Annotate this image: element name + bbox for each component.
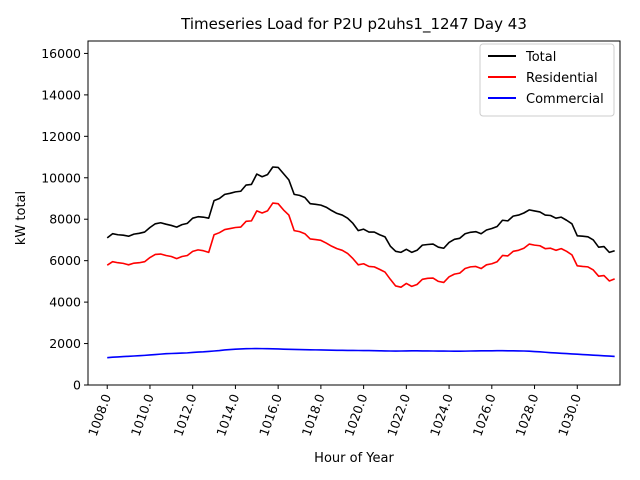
y-tick-label: 0 (73, 378, 81, 393)
legend: Total Residential Commercial (479, 43, 615, 117)
y-tick-label: 16000 (41, 46, 81, 61)
chart-title: Timeseries Load for P2U p2uhs1_1247 Day … (180, 15, 527, 34)
series-line-commercial (107, 347, 615, 359)
y-tick-label: 2000 (49, 336, 81, 351)
y-axis-label: kW total (14, 191, 29, 245)
legend-label-residential: Residential (526, 71, 598, 86)
y-tick-label: 14000 (41, 87, 81, 102)
y-tick-label: 10000 (41, 170, 81, 185)
series-line-total (106, 166, 615, 254)
y-tick-label: 8000 (49, 212, 81, 227)
plot-frame (87, 40, 621, 386)
series-layer (106, 166, 615, 359)
legend-label-total: Total (525, 50, 556, 65)
y-tick-label: 4000 (49, 295, 81, 310)
y-tick-label: 6000 (49, 253, 81, 268)
series-line-residential (106, 202, 615, 288)
x-axis-label: Hour of Year (314, 451, 394, 466)
y-axis-ticks: 0 2000 4000 6000 8000 10000 12000 14000 16000 (41, 46, 88, 393)
legend-label-commercial: Commercial (526, 92, 604, 107)
y-tick-label: 12000 (41, 129, 81, 144)
